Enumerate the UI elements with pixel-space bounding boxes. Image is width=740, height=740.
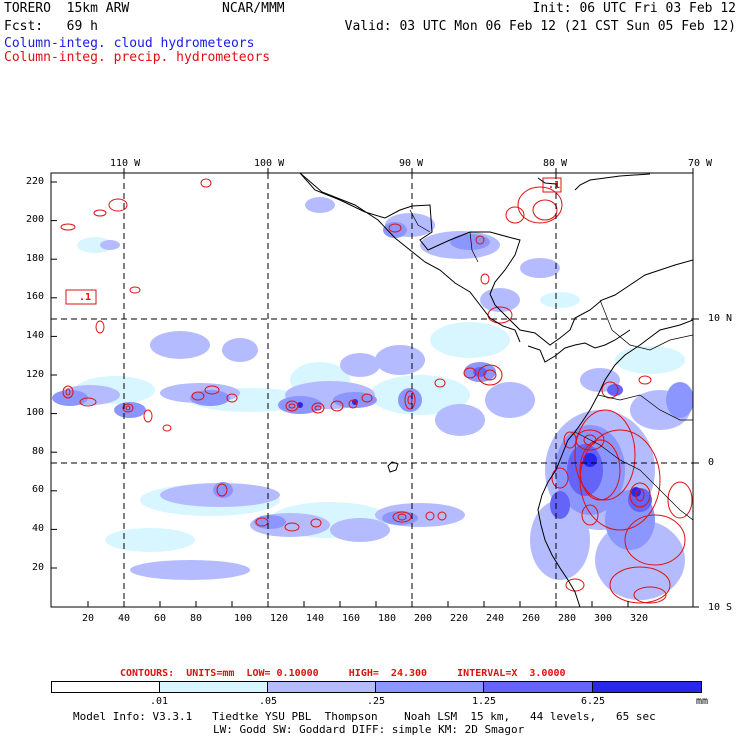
model-title: TORERO 15km ARW: [4, 1, 130, 16]
model-physics: LW: Godd SW: Goddard DIFF: simple KM: 2D…: [213, 723, 525, 736]
x-tick-label: 120: [270, 613, 289, 624]
x-tick-label: 40: [118, 613, 131, 624]
x-tick-label: 140: [306, 613, 325, 624]
legend-tick: 1.25: [471, 696, 497, 707]
x-tick-label: 280: [558, 613, 577, 624]
legend-swatch: [483, 681, 593, 693]
y-tick-label: 140: [26, 330, 45, 341]
cloud-shading-strong: [52, 222, 693, 550]
y-tick-label: 120: [26, 369, 45, 380]
map-frame: [50, 172, 694, 608]
x-tick-label: 180: [378, 613, 397, 624]
legend-swatch: [375, 681, 484, 693]
x-tick-label: 200: [414, 613, 433, 624]
lon-label-100w: 100 W: [254, 158, 285, 169]
organization: NCAR/MMM: [222, 1, 285, 16]
y-tick-label: 160: [26, 291, 45, 302]
y-tick-label: 80: [32, 446, 45, 457]
lon-label-80w: 80 W: [543, 158, 568, 169]
x-tick-label: 100: [234, 613, 253, 624]
lon-label-90w: 90 W: [399, 158, 424, 169]
x-tick-label: 300: [594, 613, 613, 624]
legend-unit: mm: [695, 696, 709, 707]
x-tick-label: 240: [486, 613, 505, 624]
field-cloud-label: Column-integ. cloud hydrometeors: [4, 36, 255, 51]
contour-label: .1: [548, 180, 561, 191]
y-tick-label: 180: [26, 253, 45, 264]
borders: [409, 209, 693, 521]
valid-time: Valid: 03 UTC Mon 06 Feb 12 (21 CST Sun …: [344, 19, 736, 34]
y-tick-label: 20: [32, 562, 45, 573]
x-tick-label: 20: [82, 613, 95, 624]
legend-swatch: [159, 681, 268, 693]
precip-contours: [60, 177, 693, 604]
lat-label-0: 0: [708, 457, 715, 468]
lat-label-10s: 10 S: [708, 602, 733, 613]
forecast-hour: Fcst: 69 h: [4, 19, 98, 34]
legend-tick: .01: [149, 696, 169, 707]
hydrometeor-field: [51, 173, 693, 607]
x-tick-label: 260: [522, 613, 541, 624]
x-tick-label: 60: [154, 613, 167, 624]
lon-label-110w: 110 W: [110, 158, 141, 169]
coastlines: [299, 173, 693, 607]
contour-label: .1: [79, 292, 92, 303]
graticule: [51, 173, 693, 607]
legend-tick: .05: [258, 696, 278, 707]
lon-label-70w: 70 W: [688, 158, 713, 169]
init-time: Init: 06 UTC Fri 03 Feb 12: [532, 1, 737, 16]
model-info: Model Info: V3.3.1 Tiedtke YSU PBL Thomp…: [73, 710, 656, 723]
y-tick-label: 200: [26, 214, 45, 225]
field-precip-label: Column-integ. precip. hydrometeors: [4, 50, 271, 65]
y-tick-label: 60: [32, 484, 45, 495]
y-tick-label: 100: [26, 407, 45, 418]
x-tick-label: 160: [342, 613, 361, 624]
x-tick-label: 80: [190, 613, 203, 624]
x-tick-label: 220: [450, 613, 469, 624]
y-tick-label: 40: [32, 523, 45, 534]
legend-swatch: [592, 681, 702, 693]
legend-swatch: [51, 681, 160, 693]
legend-tick: 6.25: [580, 696, 606, 707]
x-tick-label: 320: [630, 613, 649, 624]
contours-info: CONTOURS: UNITS=mm LOW= 0.10000 HIGH= 24…: [120, 668, 566, 679]
lat-label-10n: 10 N: [708, 313, 733, 324]
y-tick-label: 220: [26, 176, 45, 187]
legend-swatch: [267, 681, 376, 693]
legend-tick: .25: [366, 696, 386, 707]
